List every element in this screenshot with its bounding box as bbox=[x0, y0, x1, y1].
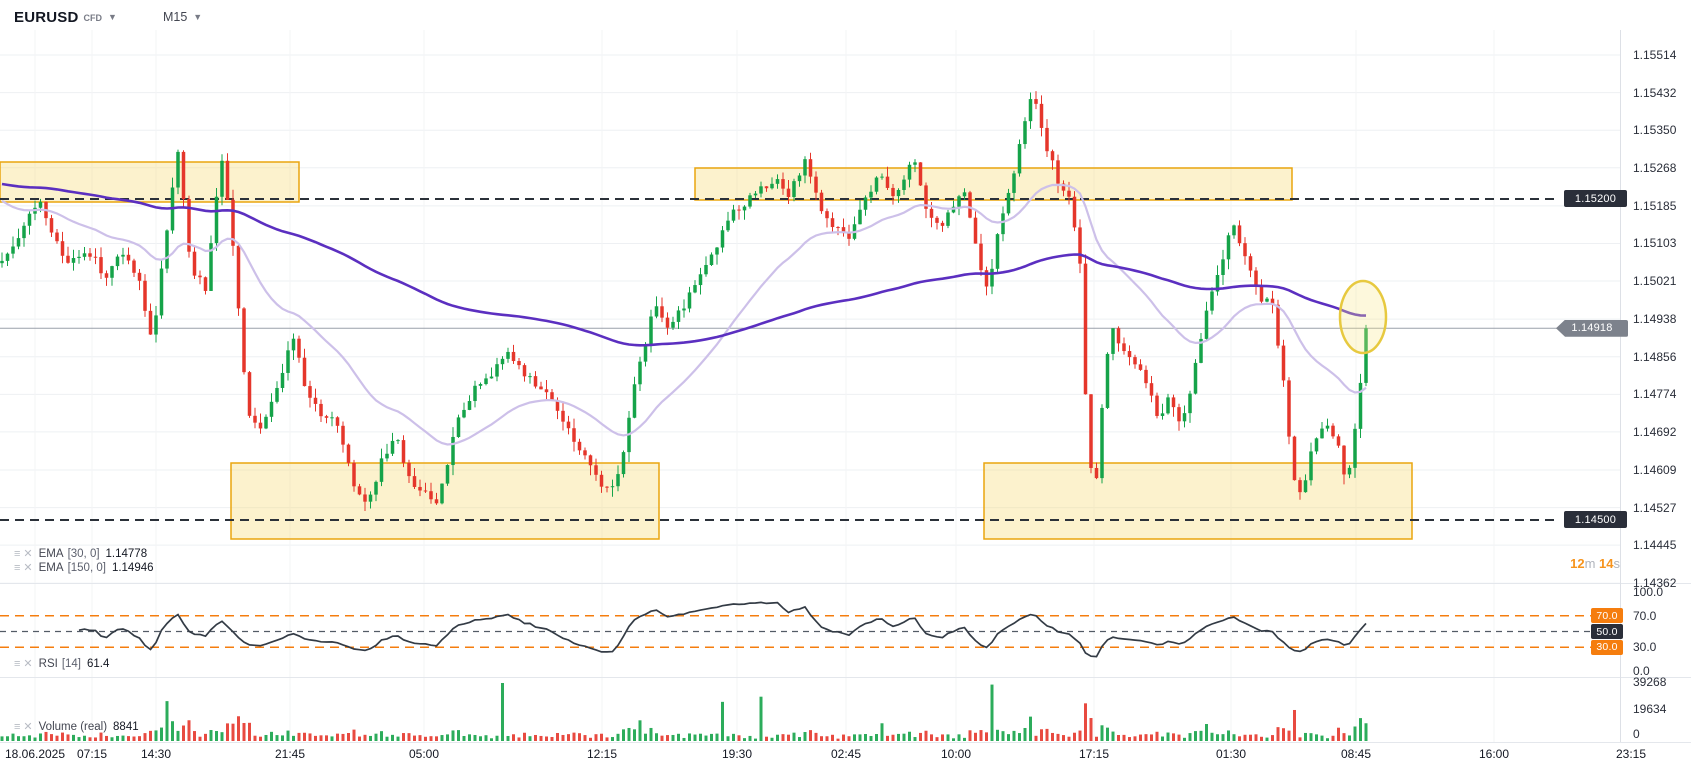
time-tick-label: 17:15 bbox=[1078, 747, 1110, 761]
close-icon[interactable]: ✕ bbox=[23, 658, 33, 670]
price-level-badge: 1.14500 bbox=[1564, 511, 1627, 529]
rsi-panel bbox=[0, 601, 1620, 658]
price-tick-label: 1.14856 bbox=[1633, 349, 1677, 364]
ema150-legend: ≡ ✕ EMA [150, 0] 1.14946 bbox=[14, 561, 154, 575]
chevron-down-icon: ▼ bbox=[193, 12, 203, 22]
indicator-value: 1.14946 bbox=[111, 561, 154, 574]
indicator-name: EMA bbox=[38, 547, 64, 560]
key-level-lines bbox=[0, 197, 1558, 521]
timer-seconds-unit: s bbox=[1613, 556, 1621, 571]
time-axis-border bbox=[0, 742, 1691, 743]
indicator-name: Volume (real) bbox=[38, 720, 108, 733]
candlestick-series bbox=[0, 91, 1368, 511]
close-icon[interactable]: ✕ bbox=[23, 721, 33, 733]
price-level-badge: 1.15200 bbox=[1564, 190, 1627, 208]
indicator-params: [30, 0] bbox=[67, 547, 100, 560]
indicator-name: EMA bbox=[38, 561, 64, 574]
price-tick-label: 1.15514 bbox=[1633, 48, 1677, 62]
price-tick-label: 1.14692 bbox=[1633, 424, 1677, 439]
time-tick-label: 18.06.2025 bbox=[4, 747, 66, 761]
ema30-legend: ≡ ✕ EMA [30, 0] 1.14778 bbox=[14, 547, 148, 561]
panel-separator-rsi[interactable] bbox=[0, 583, 1691, 584]
rsi-tick-label: 100.0 bbox=[1633, 585, 1664, 599]
price-tick-label: 1.14609 bbox=[1633, 462, 1677, 477]
chart-header: EURUSD CFD ▼ M15 ▼ bbox=[14, 7, 202, 27]
time-tick-label: 08:45 bbox=[1340, 747, 1372, 761]
indicator-params: [14] bbox=[61, 657, 81, 670]
symbol-name: EURUSD bbox=[14, 8, 79, 26]
time-tick-label: 23:15 bbox=[1615, 747, 1647, 761]
timer-seconds: 14 bbox=[1599, 556, 1614, 571]
candle-countdown-timer: 12m 14s bbox=[1540, 556, 1620, 571]
rsi-line bbox=[78, 601, 1367, 658]
symbol-selector[interactable]: EURUSD CFD ▼ bbox=[14, 9, 117, 26]
volume-legend: ≡ ✕ Volume (real) 8841 bbox=[14, 720, 139, 734]
price-tick-label: 1.14445 bbox=[1633, 538, 1677, 553]
indicator-params: [150, 0] bbox=[67, 561, 106, 574]
time-tick-label: 14:30 bbox=[140, 747, 172, 761]
price-tick-label: 1.15103 bbox=[1633, 236, 1677, 251]
price-tick-label: 1.14527 bbox=[1633, 500, 1677, 515]
time-tick-label: 01:30 bbox=[1215, 747, 1247, 761]
breakout-highlight-ellipse bbox=[1338, 279, 1388, 355]
indicator-value: 8841 bbox=[113, 720, 139, 733]
rsi-level-badge: 50.0 bbox=[1591, 624, 1623, 639]
rsi-tick-label: 30.0 bbox=[1633, 640, 1657, 655]
menu-icon[interactable]: ≡ bbox=[14, 561, 21, 574]
volume-series bbox=[0, 683, 1368, 741]
rsi-level-badge: 70.0 bbox=[1591, 608, 1623, 624]
indicator-value: 1.14778 bbox=[105, 547, 148, 560]
time-tick-label: 21:45 bbox=[274, 747, 306, 761]
volume-tick-label: 39268 bbox=[1633, 675, 1667, 689]
price-axis-border bbox=[1620, 30, 1621, 742]
current-price-badge: 1.14918 bbox=[1556, 319, 1628, 337]
close-icon[interactable]: ✕ bbox=[23, 562, 33, 574]
price-tick-label: 1.15185 bbox=[1633, 198, 1677, 213]
time-tick-label: 07:15 bbox=[76, 747, 108, 761]
ema30-line bbox=[1, 183, 1367, 446]
close-icon[interactable]: ✕ bbox=[23, 548, 33, 560]
time-tick-label: 05:00 bbox=[408, 747, 440, 761]
menu-icon[interactable]: ≡ bbox=[14, 547, 21, 560]
grid-lines bbox=[0, 30, 1620, 742]
timer-minutes-unit: m bbox=[1584, 556, 1596, 571]
indicator-name: RSI bbox=[38, 657, 58, 670]
price-tick-label: 1.14362 bbox=[1633, 576, 1677, 591]
rsi-tick-label: 0.0 bbox=[1633, 664, 1650, 678]
panel-separator-volume[interactable] bbox=[0, 677, 1691, 678]
chevron-down-icon: ▼ bbox=[108, 12, 117, 22]
rsi-level-badge: 30.0 bbox=[1591, 639, 1623, 655]
price-tick-label: 1.15432 bbox=[1633, 85, 1677, 100]
rsi-legend: ≡ ✕ RSI [14] 61.4 bbox=[14, 657, 110, 671]
menu-icon[interactable]: ≡ bbox=[14, 657, 21, 670]
timeframe-label: M15 bbox=[162, 10, 188, 24]
timer-minutes: 12 bbox=[1570, 556, 1585, 571]
time-tick-label: 12:15 bbox=[586, 747, 618, 761]
time-tick-label: 19:30 bbox=[721, 747, 753, 761]
time-tick-label: 02:45 bbox=[830, 747, 862, 761]
price-tick-label: 1.15021 bbox=[1633, 274, 1677, 289]
time-tick-label: 16:00 bbox=[1478, 747, 1510, 761]
menu-icon[interactable]: ≡ bbox=[14, 720, 21, 733]
ema150-line bbox=[1, 182, 1367, 347]
price-tick-label: 1.15268 bbox=[1633, 160, 1677, 175]
support-resistance-zones bbox=[0, 161, 1413, 540]
rsi-tick-label: 70.0 bbox=[1633, 608, 1657, 623]
volume-tick-label: 0 bbox=[1633, 727, 1640, 741]
indicator-value: 61.4 bbox=[87, 657, 110, 670]
price-tick-label: 1.15350 bbox=[1633, 123, 1677, 138]
timeframe-selector[interactable]: M15 ▼ bbox=[117, 10, 202, 24]
price-tick-label: 1.14938 bbox=[1633, 312, 1677, 327]
volume-tick-label: 19634 bbox=[1633, 702, 1667, 716]
market-type-label: CFD bbox=[83, 13, 103, 23]
price-tick-label: 1.14774 bbox=[1633, 387, 1677, 402]
time-tick-label: 10:00 bbox=[940, 747, 972, 761]
